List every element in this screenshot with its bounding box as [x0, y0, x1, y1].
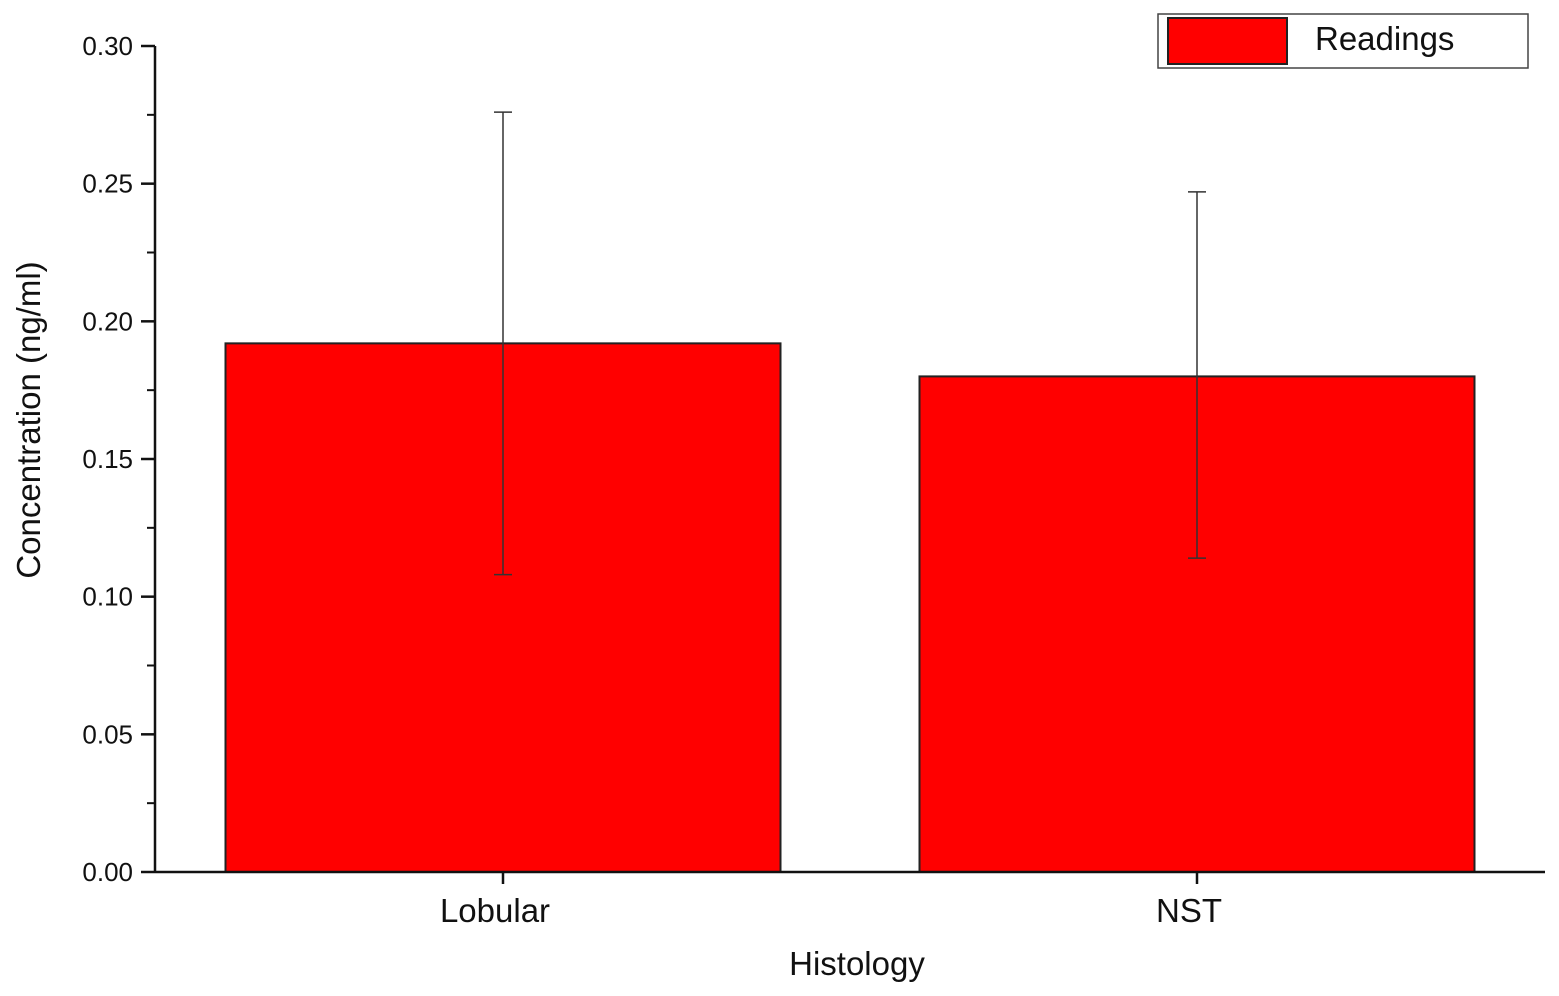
- y-tick-label: 0.25: [82, 169, 133, 199]
- legend-swatch: [1167, 17, 1288, 65]
- bars-group: [224, 342, 1476, 873]
- x-axis-title: Histology: [789, 945, 925, 982]
- x-tick-label-lobular: Lobular: [440, 892, 550, 929]
- y-ticks-group: 0.00 0.05 0.10 0.15 0.20 0.25 0.30: [82, 31, 155, 887]
- x-ticks-group: Lobular NST: [440, 872, 1222, 929]
- y-tick-label: 0.10: [82, 582, 133, 612]
- legend-label: Readings: [1315, 20, 1454, 57]
- y-axis-title: Concentration (ng/ml): [10, 261, 47, 578]
- x-tick-label-nst: NST: [1156, 892, 1222, 929]
- y-tick-label: 0.15: [82, 444, 133, 474]
- legend: Readings: [1157, 13, 1529, 69]
- y-tick-label: 0.20: [82, 306, 133, 336]
- y-tick-label: 0.30: [82, 31, 133, 61]
- y-tick-label: 0.00: [82, 857, 133, 887]
- error-bars-group: [494, 111, 1206, 576]
- y-tick-label: 0.05: [82, 719, 133, 749]
